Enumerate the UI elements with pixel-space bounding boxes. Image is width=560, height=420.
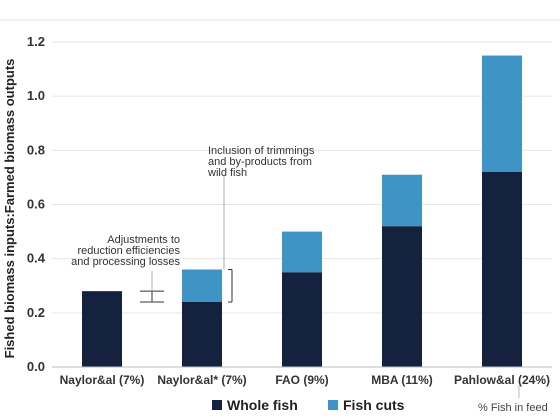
- y-tick-label: 0.8: [27, 142, 45, 157]
- bar-whole-fish: [282, 272, 322, 367]
- y-axis-ticks: 0.0 0.2 0.4 0.6 0.8 1.0 1.2: [27, 34, 46, 374]
- bar-whole-fish: [82, 291, 122, 367]
- y-tick-label: 0.2: [27, 305, 45, 320]
- x-category-label: MBA (11%): [371, 373, 433, 387]
- annotation-adjustments-line: and processing losses: [71, 256, 180, 268]
- y-tick-label: 0.4: [27, 251, 46, 266]
- bars: [82, 55, 522, 367]
- bar-fish-cuts: [182, 269, 222, 302]
- annotation-trimmings-line: and by-products from: [208, 156, 312, 168]
- annotation-trimmings-line: wild fish: [207, 167, 247, 179]
- x-category-label: FAO (9%): [275, 373, 328, 387]
- legend-swatch: [328, 400, 338, 410]
- y-tick-label: 0.0: [27, 359, 45, 374]
- bar-whole-fish: [182, 302, 222, 367]
- annotation-trimmings-line: Inclusion of trimmings: [208, 145, 315, 157]
- bar-whole-fish: [382, 226, 422, 367]
- bar-whole-fish: [482, 172, 522, 367]
- y-tick-label: 1.2: [27, 34, 45, 49]
- legend: Whole fish Fish cuts: [212, 397, 405, 413]
- y-tick-label: 0.6: [27, 197, 45, 212]
- annotation-adjustments-line: reduction efficiencies: [77, 245, 180, 257]
- bar-fish-cuts: [482, 55, 522, 172]
- bar-fish-cuts: [382, 174, 422, 227]
- category-labels: Naylor&al (7%) Naylor&al* (7%) FAO (9%) MBA…: [60, 373, 550, 387]
- annotation-adjustments-line: Adjustments to: [107, 234, 180, 246]
- bar-fish-cuts: [282, 231, 322, 273]
- footnote-text: % Fish in feed: [478, 402, 548, 414]
- y-axis-title: Fished biomass inputs:Farmed biomass out…: [2, 59, 17, 359]
- legend-swatch: [212, 400, 222, 410]
- legend-label: Fish cuts: [343, 397, 405, 413]
- x-category-label: Naylor&al* (7%): [157, 373, 246, 387]
- x-category-label: Naylor&al (7%): [60, 373, 145, 387]
- x-category-label: Pahlow&al (24%): [454, 373, 550, 387]
- y-tick-label: 1.0: [27, 88, 45, 103]
- legend-label: Whole fish: [227, 397, 298, 413]
